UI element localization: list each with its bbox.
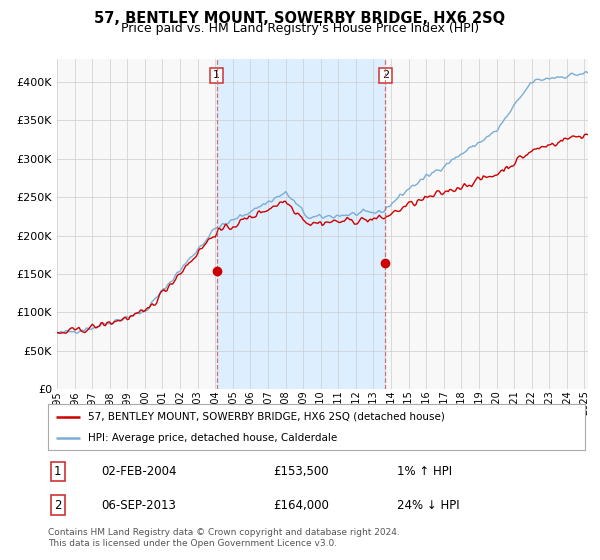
Text: 06-SEP-2013: 06-SEP-2013 [102, 499, 176, 512]
Text: £153,500: £153,500 [274, 465, 329, 478]
Text: HPI: Average price, detached house, Calderdale: HPI: Average price, detached house, Cald… [88, 433, 338, 443]
Text: 2: 2 [382, 71, 389, 81]
Text: 24% ↓ HPI: 24% ↓ HPI [397, 499, 460, 512]
Text: 57, BENTLEY MOUNT, SOWERBY BRIDGE, HX6 2SQ (detached house): 57, BENTLEY MOUNT, SOWERBY BRIDGE, HX6 2… [88, 412, 445, 422]
Text: 57, BENTLEY MOUNT, SOWERBY BRIDGE, HX6 2SQ: 57, BENTLEY MOUNT, SOWERBY BRIDGE, HX6 2… [94, 11, 506, 26]
Text: 1: 1 [54, 465, 61, 478]
Text: £164,000: £164,000 [274, 499, 329, 512]
Text: Contains HM Land Registry data © Crown copyright and database right 2024.
This d: Contains HM Land Registry data © Crown c… [48, 528, 400, 548]
Text: 1% ↑ HPI: 1% ↑ HPI [397, 465, 452, 478]
Text: 1: 1 [213, 71, 220, 81]
Bar [217, 59, 385, 389]
Text: 02-FEB-2004: 02-FEB-2004 [102, 465, 177, 478]
Text: Price paid vs. HM Land Registry's House Price Index (HPI): Price paid vs. HM Land Registry's House … [121, 22, 479, 35]
Text: 2: 2 [54, 499, 61, 512]
